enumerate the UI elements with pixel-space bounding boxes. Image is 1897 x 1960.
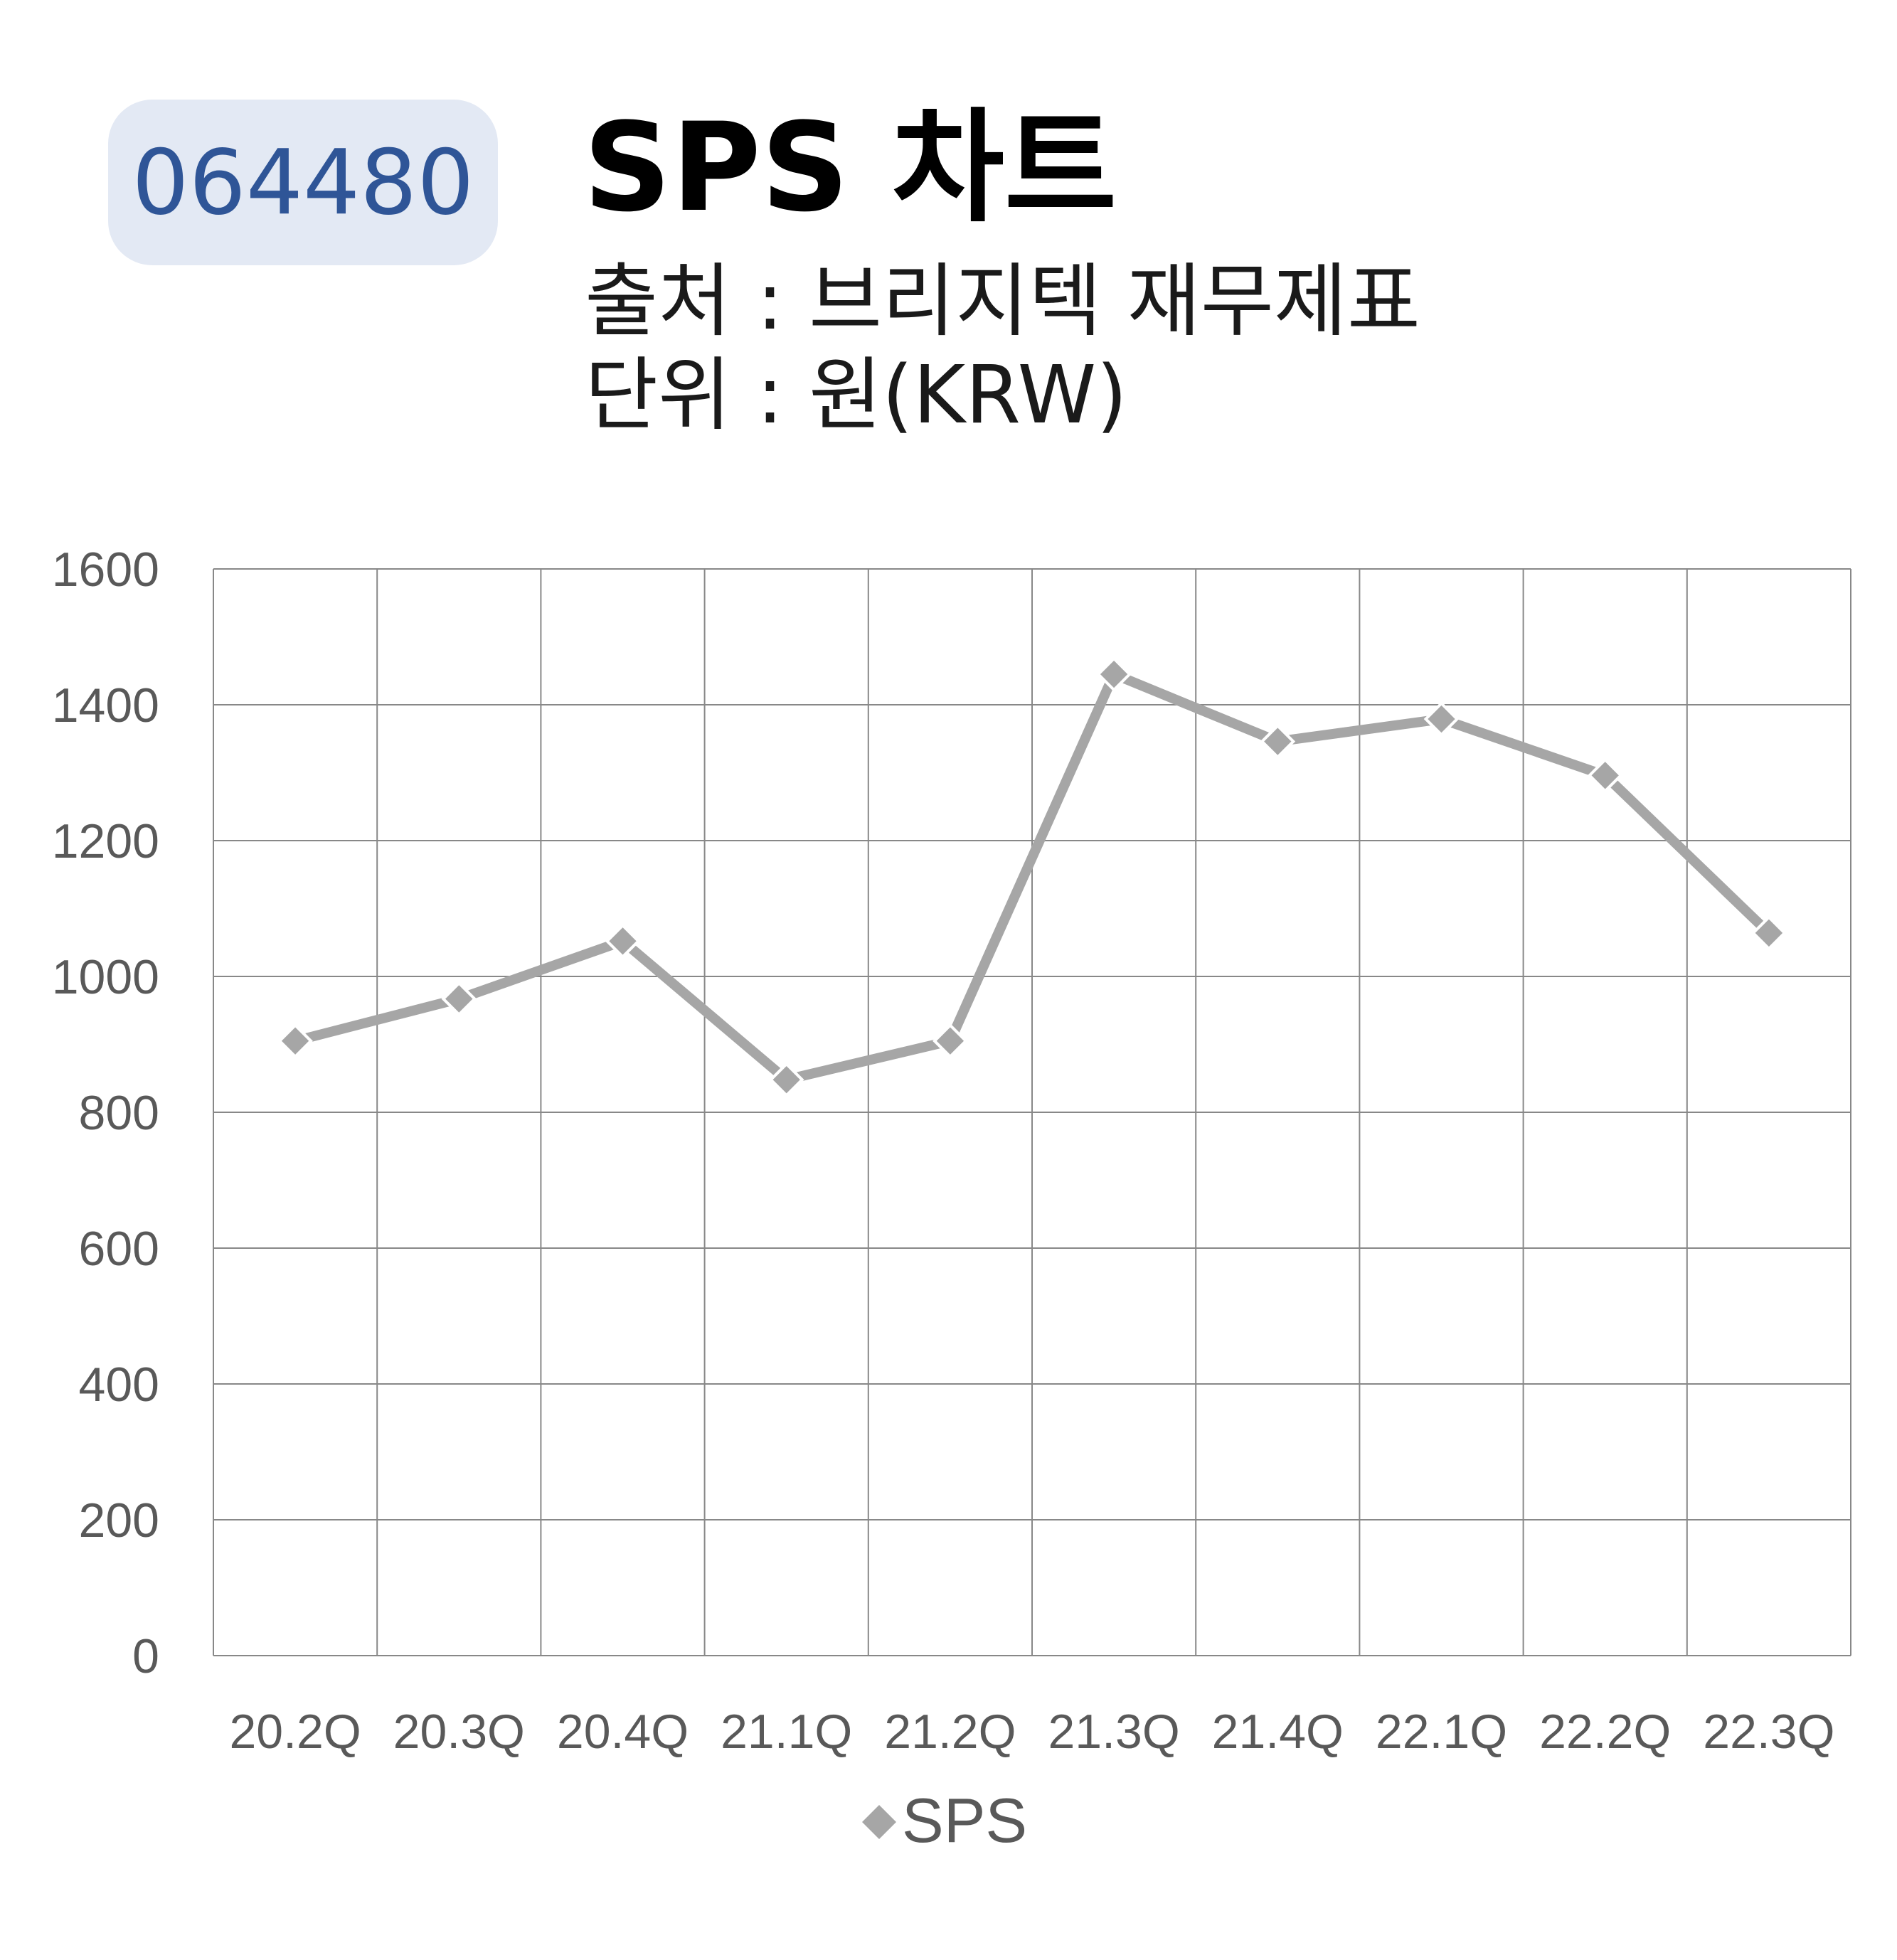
data-point xyxy=(1260,723,1296,760)
x-tick-label: 22.1Q xyxy=(1376,1705,1507,1759)
legend-label: SPS xyxy=(902,1785,1027,1855)
y-tick-label: 1200 xyxy=(52,814,159,868)
x-tick-label: 21.2Q xyxy=(884,1705,1016,1759)
y-tick-label: 400 xyxy=(79,1358,159,1412)
data-point xyxy=(768,1062,804,1097)
x-tick-label: 21.1Q xyxy=(721,1705,852,1759)
x-tick-label: 20.2Q xyxy=(229,1705,361,1759)
y-axis-ticks: 0 200 400 600 800 1000 1200 1400 1600 xyxy=(52,543,159,1683)
x-tick-label: 21.3Q xyxy=(1048,1705,1179,1759)
chart-grid xyxy=(213,568,1851,1656)
legend-marker xyxy=(862,1805,896,1839)
y-tick-label: 800 xyxy=(79,1086,159,1140)
y-tick-label: 1000 xyxy=(52,950,159,1004)
y-tick-label: 200 xyxy=(79,1493,159,1548)
chart-title: SPS 차트 xyxy=(583,96,1117,239)
ticker-badge: 064480 xyxy=(108,100,498,265)
x-tick-label: 20.4Q xyxy=(557,1705,689,1759)
y-tick-label: 600 xyxy=(79,1222,159,1276)
x-tick-label: 22.2Q xyxy=(1539,1705,1671,1759)
source-label: 출처 : 브리지텍 재무제표 xyxy=(585,255,1420,348)
y-tick-label: 1400 xyxy=(52,678,159,733)
data-point xyxy=(441,981,477,1017)
y-tick-label: 0 xyxy=(132,1629,159,1683)
data-point xyxy=(1751,915,1787,951)
series-line xyxy=(290,669,1774,1085)
unit-label: 단위 : 원(KRW) xyxy=(585,349,1127,442)
x-tick-label: 20.3Q xyxy=(393,1705,525,1759)
data-point xyxy=(605,923,641,959)
series-sps xyxy=(277,656,1787,1097)
data-point xyxy=(1096,656,1132,692)
x-axis-ticks: 20.2Q 20.3Q 20.4Q 21.1Q 21.2Q 21.3Q 21.4Q 22.1Q… xyxy=(229,1705,1834,1759)
x-tick-label: 22.3Q xyxy=(1703,1705,1834,1759)
data-point xyxy=(932,1023,968,1059)
y-tick-label: 1600 xyxy=(52,543,159,597)
data-point xyxy=(1423,701,1460,737)
ticker-code: 064480 xyxy=(132,130,474,235)
chart-legend: SPS xyxy=(862,1785,1027,1855)
data-point xyxy=(1587,757,1623,794)
data-point xyxy=(277,1023,313,1059)
x-tick-label: 21.4Q xyxy=(1212,1705,1344,1759)
